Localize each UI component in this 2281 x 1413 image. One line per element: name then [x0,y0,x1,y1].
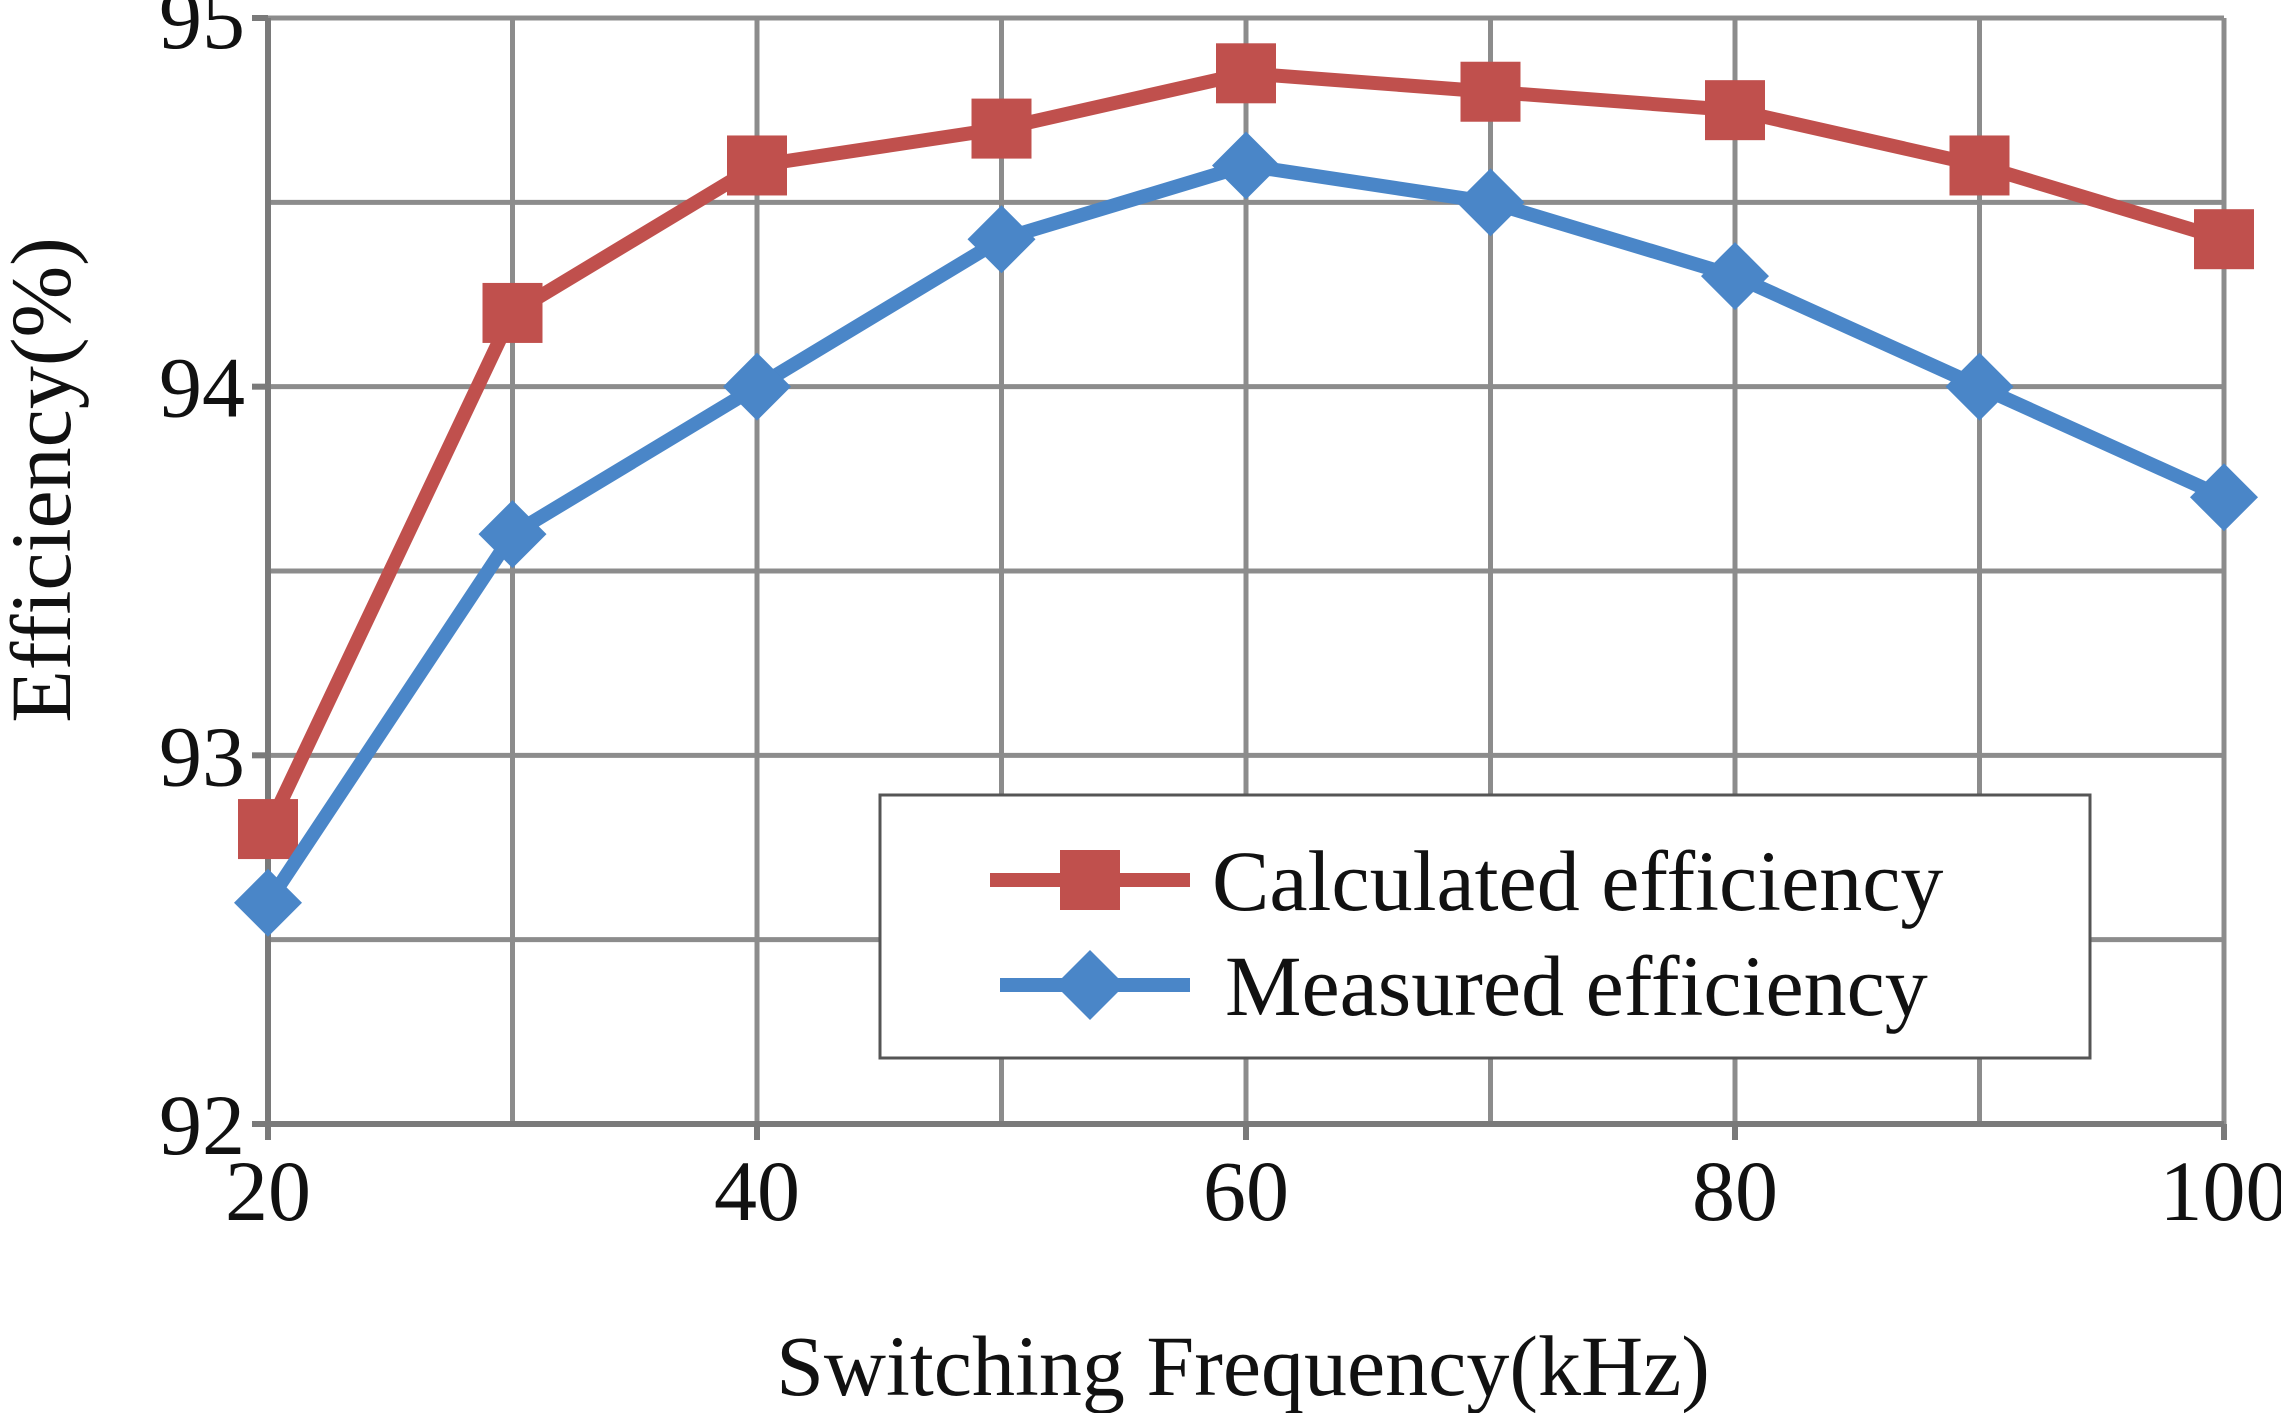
x-tick-label: 40 [714,1143,800,1239]
legend-label-measured: Measured efficiency [1225,938,1928,1034]
data-point-calculated [1460,61,1521,122]
data-point-measured [1945,352,2014,421]
data-point-calculated [238,799,298,860]
x-tick-label: 100 [2160,1143,2281,1239]
data-point-calculated [1216,43,1276,104]
data-point-measured [1701,242,1769,311]
data-point-measured [2190,463,2258,532]
legend-label-calculated: Calculated efficiency [1212,833,1943,929]
tick-labels: 92 93 94 95 20 40 60 80 100 [159,0,2281,1239]
data-point-calculated [2194,209,2254,270]
data-point-measured [1212,131,1280,200]
legend-marker-measured [1055,950,1125,1020]
x-tick-label: 60 [1203,1143,1289,1239]
data-point-calculated [482,282,543,343]
legend-marker-calculated [1060,850,1120,910]
legend-box [878,793,2092,1060]
axes [252,15,2227,1140]
y-tick-label: 95 [159,0,245,67]
data-point-measured [723,352,791,421]
data-point-measured [967,205,1036,274]
legend: Calculated efficiency Measured efficienc… [878,793,2092,1060]
y-tick-label: 93 [159,708,245,804]
y-tick-label: 94 [159,340,245,436]
data-point-calculated [1949,135,2010,196]
data-point-measured [1456,168,1525,237]
y-tick-label: 92 [159,1077,245,1173]
data-point-measured [478,500,547,569]
data-point-calculated [1705,80,1765,141]
x-axis-title: Switching Frequency(kHz) [776,1318,1710,1413]
data-point-measured [234,868,302,937]
data-point-calculated [727,135,787,196]
x-tick-label: 80 [1692,1143,1778,1239]
series-layer [234,43,2258,937]
data-point-calculated [971,98,1032,159]
y-axis-title: Efficiency(%) [0,237,89,722]
x-tick-label: 20 [225,1143,311,1239]
